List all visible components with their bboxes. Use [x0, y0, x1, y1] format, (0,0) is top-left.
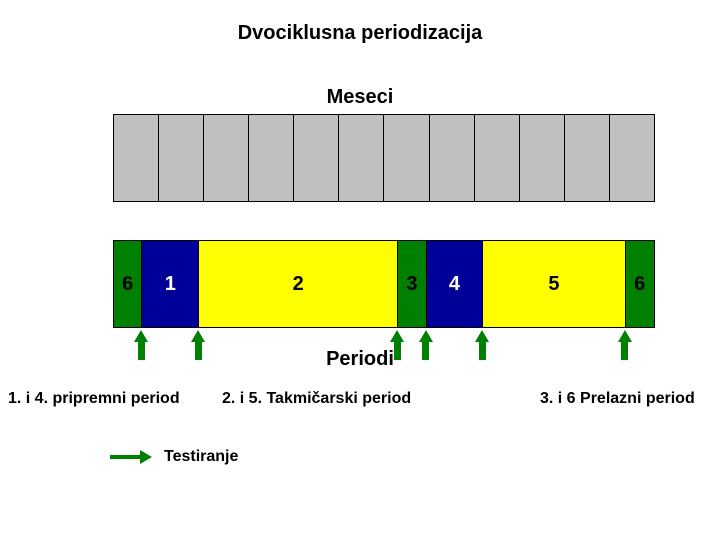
period-segment: 6 [114, 241, 142, 327]
month-cell [294, 115, 338, 201]
month-cell [565, 115, 609, 201]
page-title: Dvociklusna periodizacija [0, 22, 720, 45]
months-label: Meseci [0, 86, 720, 109]
month-cell [475, 115, 519, 201]
month-cell [610, 115, 654, 201]
period-segment: 5 [483, 241, 625, 327]
month-cell [204, 115, 248, 201]
month-cell [114, 115, 158, 201]
arrow-right-head-icon [140, 450, 152, 464]
arrow-right-icon [110, 455, 140, 459]
periods-bar: 6123456 [113, 240, 655, 328]
legend-prelazni: 3. i 6 Prelazni period [540, 390, 695, 408]
testiranje-label: Testiranje [164, 448, 238, 466]
testiranje-legend: Testiranje [110, 448, 238, 466]
month-cell [520, 115, 564, 201]
periods-label: Periodi [0, 348, 720, 371]
legend-pripremni: 1. i 4. pripremni period [8, 390, 180, 408]
month-cell [339, 115, 383, 201]
period-segment: 1 [142, 241, 199, 327]
month-cell [159, 115, 203, 201]
period-segment: 6 [626, 241, 654, 327]
month-cell [384, 115, 428, 201]
legend-takmicarski: 2. i 5. Takmičarski period [222, 390, 411, 408]
period-segment: 4 [427, 241, 484, 327]
month-cell [249, 115, 293, 201]
period-segment: 2 [199, 241, 398, 327]
month-cell [430, 115, 474, 201]
stage: Dvociklusna periodizacija Meseci 6123456… [0, 0, 720, 540]
months-band [113, 114, 655, 202]
period-segment: 3 [398, 241, 426, 327]
